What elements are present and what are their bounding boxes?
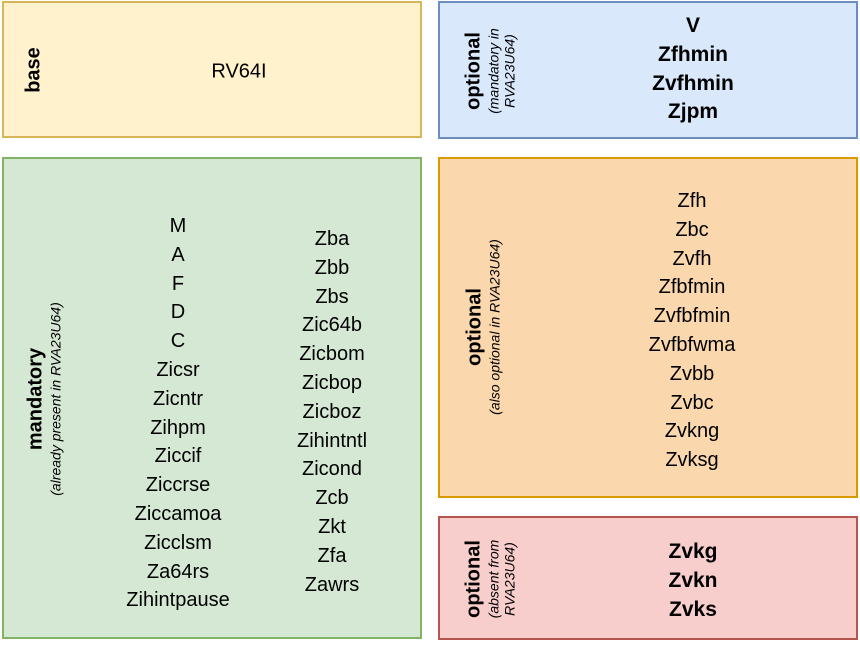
list-item: Zfhmin <box>658 42 728 66</box>
optional-also-optional-box: optional (also optional in RVA23U64) Zfh… <box>438 157 858 498</box>
list-item: V <box>685 14 701 37</box>
list-item: Zfbfmin <box>658 276 726 299</box>
mandatory-box: mandatory (already present in RVA23U64) … <box>2 157 422 639</box>
optional-absent-box: optional (absent from RVA23U64) Zvkg Zvk… <box>438 516 858 640</box>
list-item: Za64rs <box>146 560 210 583</box>
list-item: Zicond <box>301 458 363 481</box>
list-item: Zawrs <box>304 573 360 596</box>
base-value: RV64I <box>211 60 267 83</box>
list-item: Zba <box>314 228 350 250</box>
mandatory-column-2: Zba Zbb Zbs Zic64b Zicbom Zicbop Zicboz … <box>297 225 367 599</box>
list-item: Zvbb <box>669 362 715 385</box>
list-item: Zicsr <box>156 358 200 381</box>
list-item: Zcb <box>315 487 349 510</box>
optional-absent-label-group: optional (absent from RVA23U64) <box>462 540 517 619</box>
mandatory-label-group: mandatory (already present in RVA23U64) <box>24 302 63 496</box>
list-item: Zvbc <box>670 391 714 414</box>
optional-absent-label: optional <box>462 540 485 618</box>
list-item: Zbb <box>314 256 350 279</box>
optional-also-optional-label: optional <box>463 288 486 366</box>
optional-absent-note-1: (absent from <box>485 539 502 619</box>
list-item: Zfh <box>677 190 707 212</box>
list-item: Zvfhmin <box>652 71 734 95</box>
optional-absent-note-2: RVA23U64) <box>501 542 518 616</box>
list-item: Zihintntl <box>296 429 368 452</box>
list-item: Ziccamoa <box>134 502 222 525</box>
base-label: base <box>22 47 45 93</box>
optional-also-optional-label-group: optional (also optional in RVA23U64) <box>463 239 502 415</box>
list-item: Zihintpause <box>126 589 230 612</box>
optional-mandatory-in-note-1: (mandatory in <box>485 28 502 114</box>
optional-mandatory-in-label: optional <box>462 32 485 110</box>
optional-also-optional-note: (also optional in RVA23U64) <box>486 239 503 415</box>
base-label-group: base <box>23 47 46 93</box>
list-item: D <box>170 301 186 324</box>
list-item: Zvfh <box>672 247 712 270</box>
mandatory-label: mandatory <box>24 347 47 451</box>
list-item: Zicbop <box>301 371 363 394</box>
list-item: F <box>171 272 185 295</box>
mandatory-note: (already present in RVA23U64) <box>47 302 64 496</box>
list-item: Zvfbfmin <box>653 305 731 328</box>
list-item: C <box>170 330 186 353</box>
optional-mandatory-in-list: V Zfhmin Zvfhmin Zjpm <box>652 12 734 127</box>
optional-mandatory-in-note-2: RVA23U64) <box>501 34 518 108</box>
list-item: Zicbom <box>299 343 365 366</box>
optional-mandatory-in-label-group: optional (mandatory in RVA23U64) <box>462 28 517 114</box>
list-item: Zvfbfwma <box>648 333 736 356</box>
list-item: Zicboz <box>302 400 362 423</box>
list-item: Zic64b <box>301 314 363 337</box>
list-item: Zbs <box>315 285 349 308</box>
list-item: Zbc <box>675 218 709 241</box>
list-item: Ziccif <box>154 445 202 468</box>
list-item: Zfa <box>317 544 347 567</box>
optional-absent-list: Zvkg Zvkn Zvks <box>668 538 717 624</box>
list-item: A <box>171 243 185 266</box>
list-item: Zjpm <box>667 100 719 124</box>
list-item: Zicntr <box>153 387 203 410</box>
list-item: Zvkng <box>664 420 720 443</box>
list-item: Zihpm <box>150 416 206 439</box>
list-item: Zvks <box>669 597 717 621</box>
list-item: Zkt <box>318 515 346 538</box>
list-item: Zvkg <box>668 540 718 563</box>
optional-mandatory-in-box: optional (mandatory in RVA23U64) V Zfhmi… <box>438 1 858 139</box>
list-item: Ziccrse <box>145 474 211 497</box>
optional-also-optional-list: Zfh Zbc Zvfh Zfbfmin Zvfbfmin Zvfbfwma Z… <box>649 187 736 475</box>
list-item: Zicclsm <box>144 531 212 554</box>
list-item: Zvksg <box>665 449 719 472</box>
base-box: base RV64I <box>2 1 422 138</box>
mandatory-column-1: M A F D C Zicsr Zicntr Zihpm Ziccif Zicc… <box>126 212 229 615</box>
list-item: Zvkn <box>668 568 718 592</box>
list-item: M <box>169 215 187 237</box>
